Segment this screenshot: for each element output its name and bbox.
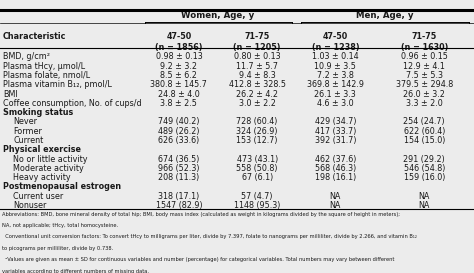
Text: Never: Never <box>13 117 37 126</box>
Text: Coffee consumption, No. of cups/d: Coffee consumption, No. of cups/d <box>3 99 141 108</box>
Text: to picograms per milliliter, divide by 0.738.: to picograms per milliliter, divide by 0… <box>2 246 113 251</box>
Text: 558 (50.8): 558 (50.8) <box>237 164 278 173</box>
Text: 489 (26.2): 489 (26.2) <box>158 127 200 136</box>
Text: 7.2 ± 3.8: 7.2 ± 3.8 <box>317 71 354 80</box>
Text: 254 (24.7): 254 (24.7) <box>403 117 445 126</box>
Text: NA, not applicable; tHcy, total homocysteine.: NA, not applicable; tHcy, total homocyst… <box>2 223 118 228</box>
Text: Women, Age, y: Women, Age, y <box>182 11 255 20</box>
Text: Men, Age, y: Men, Age, y <box>356 11 414 20</box>
Text: Plasma vitamin B₁₂, pmol/L: Plasma vitamin B₁₂, pmol/L <box>3 80 112 89</box>
Text: 71-75
(n = 1630): 71-75 (n = 1630) <box>401 32 448 52</box>
Text: variables according to different numbers of missing data.: variables according to different numbers… <box>2 269 149 273</box>
Text: Nonuser: Nonuser <box>13 201 46 210</box>
Text: 67 (6.1): 67 (6.1) <box>242 173 273 182</box>
Text: 622 (60.4): 622 (60.4) <box>403 127 445 136</box>
Text: 208 (11.3): 208 (11.3) <box>158 173 200 182</box>
Text: 24.8 ± 4.0: 24.8 ± 4.0 <box>158 90 200 99</box>
Text: 392 (31.7): 392 (31.7) <box>315 136 356 145</box>
Text: 11.7 ± 5.7: 11.7 ± 5.7 <box>236 62 278 71</box>
Text: 3.3 ± 2.0: 3.3 ± 2.0 <box>406 99 443 108</box>
Text: 291 (29.2): 291 (29.2) <box>403 155 445 164</box>
Text: Physical exercise: Physical exercise <box>3 145 81 154</box>
Text: 1148 (95.3): 1148 (95.3) <box>234 201 280 210</box>
Text: 462 (37.6): 462 (37.6) <box>315 155 356 164</box>
Text: Plasma folate, nmol/L: Plasma folate, nmol/L <box>3 71 90 80</box>
Text: 1.03 ± 0.14: 1.03 ± 0.14 <box>312 52 359 61</box>
Text: 7.5 ± 5.3: 7.5 ± 5.3 <box>406 71 443 80</box>
Text: 8.5 ± 6.2: 8.5 ± 6.2 <box>161 71 197 80</box>
Text: No or little activity: No or little activity <box>13 155 88 164</box>
Text: BMD, g/cm²: BMD, g/cm² <box>3 52 50 61</box>
Text: ᵃValues are given as mean ± SD for continuous variables and number (percentage) : ᵃValues are given as mean ± SD for conti… <box>2 257 394 262</box>
Text: 0.80 ± 0.13: 0.80 ± 0.13 <box>234 52 281 61</box>
Text: 71-75
(n = 1205): 71-75 (n = 1205) <box>233 32 281 52</box>
Text: 412.8 ± 328.5: 412.8 ± 328.5 <box>228 80 286 89</box>
Text: Conventional unit conversion factors: To convert tHcy to milligrams per liter, d: Conventional unit conversion factors: To… <box>2 235 417 239</box>
Text: 154 (15.0): 154 (15.0) <box>403 136 445 145</box>
Text: 3.0 ± 2.2: 3.0 ± 2.2 <box>239 99 275 108</box>
Text: 9.4 ± 8.3: 9.4 ± 8.3 <box>239 71 275 80</box>
Text: 4.6 ± 3.0: 4.6 ± 3.0 <box>317 99 354 108</box>
Text: 9.2 ± 3.2: 9.2 ± 3.2 <box>160 62 198 71</box>
Text: 429 (34.7): 429 (34.7) <box>315 117 356 126</box>
Text: 153 (12.7): 153 (12.7) <box>237 136 278 145</box>
Text: 379.5 ± 294.8: 379.5 ± 294.8 <box>396 80 453 89</box>
Text: BMI: BMI <box>3 90 18 99</box>
Text: 674 (36.5): 674 (36.5) <box>158 155 200 164</box>
Text: Heavy activity: Heavy activity <box>13 173 71 182</box>
Text: 318 (17.1): 318 (17.1) <box>158 192 200 201</box>
Text: Characteristic: Characteristic <box>3 32 66 41</box>
Text: 12.9 ± 4.1: 12.9 ± 4.1 <box>403 62 445 71</box>
Text: 568 (46.3): 568 (46.3) <box>315 164 356 173</box>
Text: 0.98 ± 0.13: 0.98 ± 0.13 <box>155 52 202 61</box>
Text: Former: Former <box>13 127 42 136</box>
Text: 749 (40.2): 749 (40.2) <box>158 117 200 126</box>
Text: 47-50
(n = 1238): 47-50 (n = 1238) <box>311 32 359 52</box>
Text: NA: NA <box>330 201 341 210</box>
Text: 0.96 ± 0.15: 0.96 ± 0.15 <box>401 52 447 61</box>
Text: 473 (43.1): 473 (43.1) <box>237 155 278 164</box>
Text: Postmenopausal estrogen: Postmenopausal estrogen <box>3 182 121 191</box>
Text: 626 (33.6): 626 (33.6) <box>158 136 200 145</box>
Text: NA: NA <box>419 192 430 201</box>
Text: 3.8 ± 2.5: 3.8 ± 2.5 <box>161 99 197 108</box>
Text: NA: NA <box>330 192 341 201</box>
Text: 324 (26.9): 324 (26.9) <box>237 127 278 136</box>
Text: Current user: Current user <box>13 192 64 201</box>
Text: Abbreviations: BMD, bone mineral density of total hip; BMI, body mass index (cal: Abbreviations: BMD, bone mineral density… <box>2 212 400 216</box>
Text: Plasma tHcy, μmol/L: Plasma tHcy, μmol/L <box>3 62 85 71</box>
Text: 546 (54.8): 546 (54.8) <box>403 164 445 173</box>
Text: Current: Current <box>13 136 44 145</box>
Text: 26.0 ± 3.2: 26.0 ± 3.2 <box>403 90 445 99</box>
Text: 47-50
(n = 1856): 47-50 (n = 1856) <box>155 32 203 52</box>
Text: 10.9 ± 3.5: 10.9 ± 3.5 <box>314 62 356 71</box>
Text: 159 (16.0): 159 (16.0) <box>403 173 445 182</box>
Text: 728 (60.4): 728 (60.4) <box>237 117 278 126</box>
Text: 1547 (82.9): 1547 (82.9) <box>155 201 202 210</box>
Text: Moderate activity: Moderate activity <box>13 164 84 173</box>
Text: 198 (16.1): 198 (16.1) <box>315 173 356 182</box>
Text: NA: NA <box>419 201 430 210</box>
Text: 26.1 ± 3.3: 26.1 ± 3.3 <box>314 90 356 99</box>
Text: 369.8 ± 142.9: 369.8 ± 142.9 <box>307 80 364 89</box>
Text: Smoking status: Smoking status <box>3 108 73 117</box>
Text: 380.8 ± 145.7: 380.8 ± 145.7 <box>151 80 207 89</box>
Text: 417 (33.7): 417 (33.7) <box>315 127 356 136</box>
Text: 57 (4.7): 57 (4.7) <box>241 192 273 201</box>
Text: 26.2 ± 4.2: 26.2 ± 4.2 <box>236 90 278 99</box>
Text: 966 (52.3): 966 (52.3) <box>158 164 200 173</box>
